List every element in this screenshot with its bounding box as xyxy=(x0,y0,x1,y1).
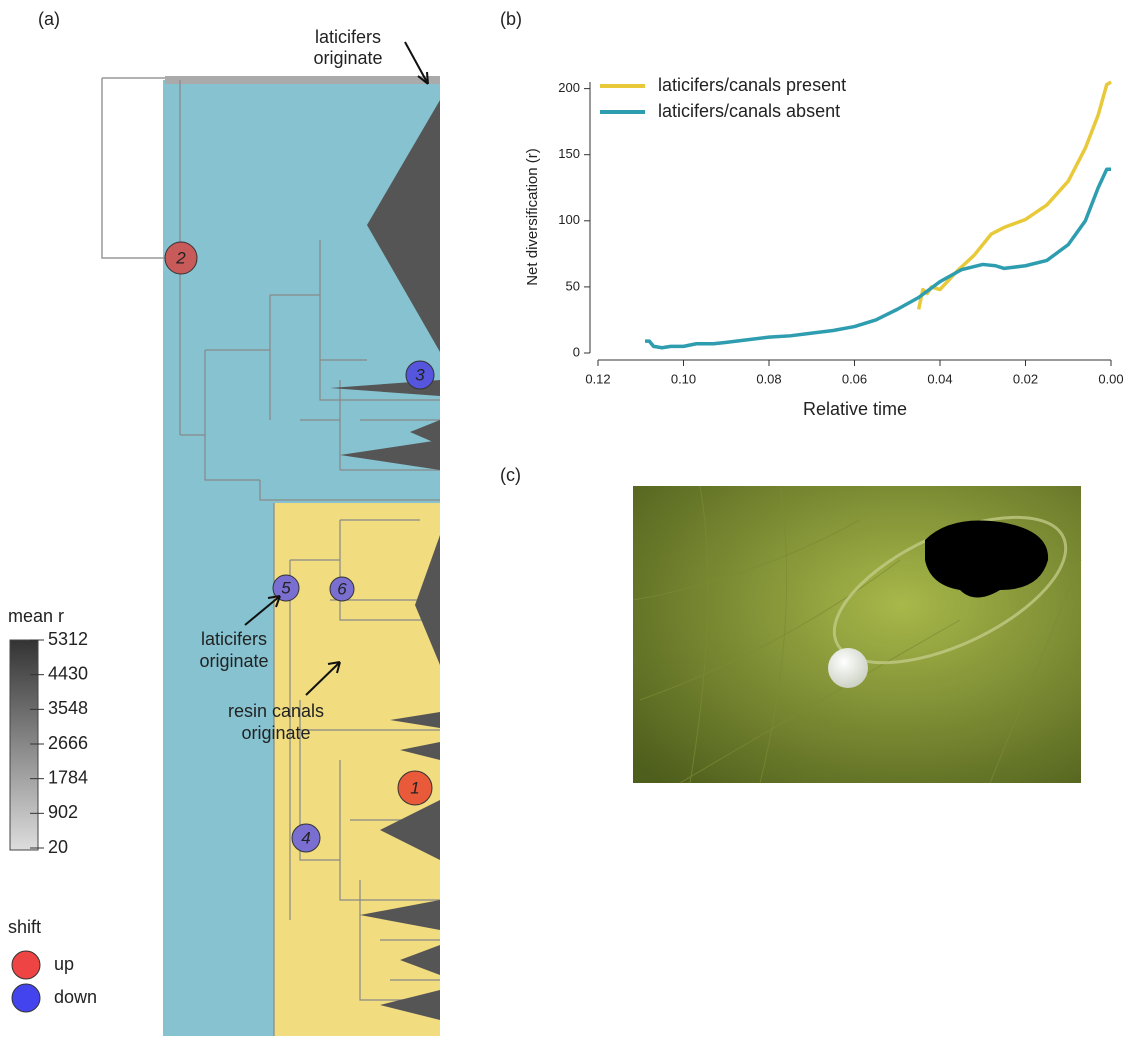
line-chart: (b) Relative time Net diversification (r… xyxy=(500,9,1124,419)
colorbar-ticks: 5312 4430 3548 2666 1784 902 20 xyxy=(30,629,88,857)
annotation: resin canals xyxy=(228,701,324,721)
legend-marker xyxy=(11,983,41,1013)
series-line xyxy=(916,80,1112,310)
colorbar-tick-label: 2666 xyxy=(48,733,88,753)
legend-label: down xyxy=(54,987,97,1007)
annotation: originate xyxy=(241,723,310,743)
node-label: 2 xyxy=(175,248,186,267)
shift-nodes: 2 3 5 6 1 4 xyxy=(164,241,435,853)
legend-label: up xyxy=(54,954,74,974)
y-tick-label: 0 xyxy=(573,344,580,359)
x-tick-label: 0.08 xyxy=(756,371,781,386)
y-tick-label: 50 xyxy=(566,278,580,293)
node-label: 5 xyxy=(281,578,291,597)
colorbar-tick-label: 4430 xyxy=(48,663,88,683)
x-tick-label: 0.12 xyxy=(585,371,610,386)
root-branch xyxy=(101,77,165,259)
x-tick-label: 0.00 xyxy=(1098,371,1123,386)
shift-legend-title: shift xyxy=(8,917,41,937)
x-axis-label: Relative time xyxy=(803,399,907,419)
colorbar-tick-label: 1784 xyxy=(48,767,88,787)
branch-bundle xyxy=(165,76,440,84)
y-tick-label: 200 xyxy=(558,80,580,95)
annotation: originate xyxy=(313,48,382,68)
x-tick-label: 0.10 xyxy=(671,371,696,386)
legend-label: laticifers/canals present xyxy=(658,75,846,95)
colorbar xyxy=(9,639,39,851)
x-tick-label: 0.06 xyxy=(842,371,867,386)
series-line xyxy=(645,167,1111,350)
x-tick-label: 0.02 xyxy=(1013,371,1038,386)
y-tick-label: 150 xyxy=(558,146,580,161)
leaf-photo xyxy=(632,485,1082,784)
arrows xyxy=(244,41,429,696)
node-label: 4 xyxy=(301,828,310,847)
colorbar-title: mean r xyxy=(8,606,64,626)
colorbar-tick-label: 3548 xyxy=(48,698,88,718)
annotation: laticifers xyxy=(201,629,267,649)
annotation: laticifers xyxy=(315,27,381,47)
panel-label: (c) xyxy=(500,465,521,485)
colorbar-tick-label: 5312 xyxy=(48,629,88,649)
node-label: 6 xyxy=(337,579,347,598)
x-tick-label: 0.04 xyxy=(927,371,952,386)
annotation: originate xyxy=(199,651,268,671)
node-label: 1 xyxy=(410,778,419,797)
collapsed-clades xyxy=(330,100,440,1020)
y-axis-label: Net diversification (r) xyxy=(524,148,541,286)
colorbar-tick-label: 902 xyxy=(48,802,78,822)
legend-label: laticifers/canals absent xyxy=(658,101,840,121)
panel-label: (a) xyxy=(38,9,60,29)
legend-marker xyxy=(11,950,41,980)
panel-label: (b) xyxy=(500,9,522,29)
node-label: 3 xyxy=(415,365,425,384)
colorbar-tick-label: 20 xyxy=(48,837,68,857)
y-tick-label: 100 xyxy=(558,212,580,227)
clade-present xyxy=(274,503,440,1036)
